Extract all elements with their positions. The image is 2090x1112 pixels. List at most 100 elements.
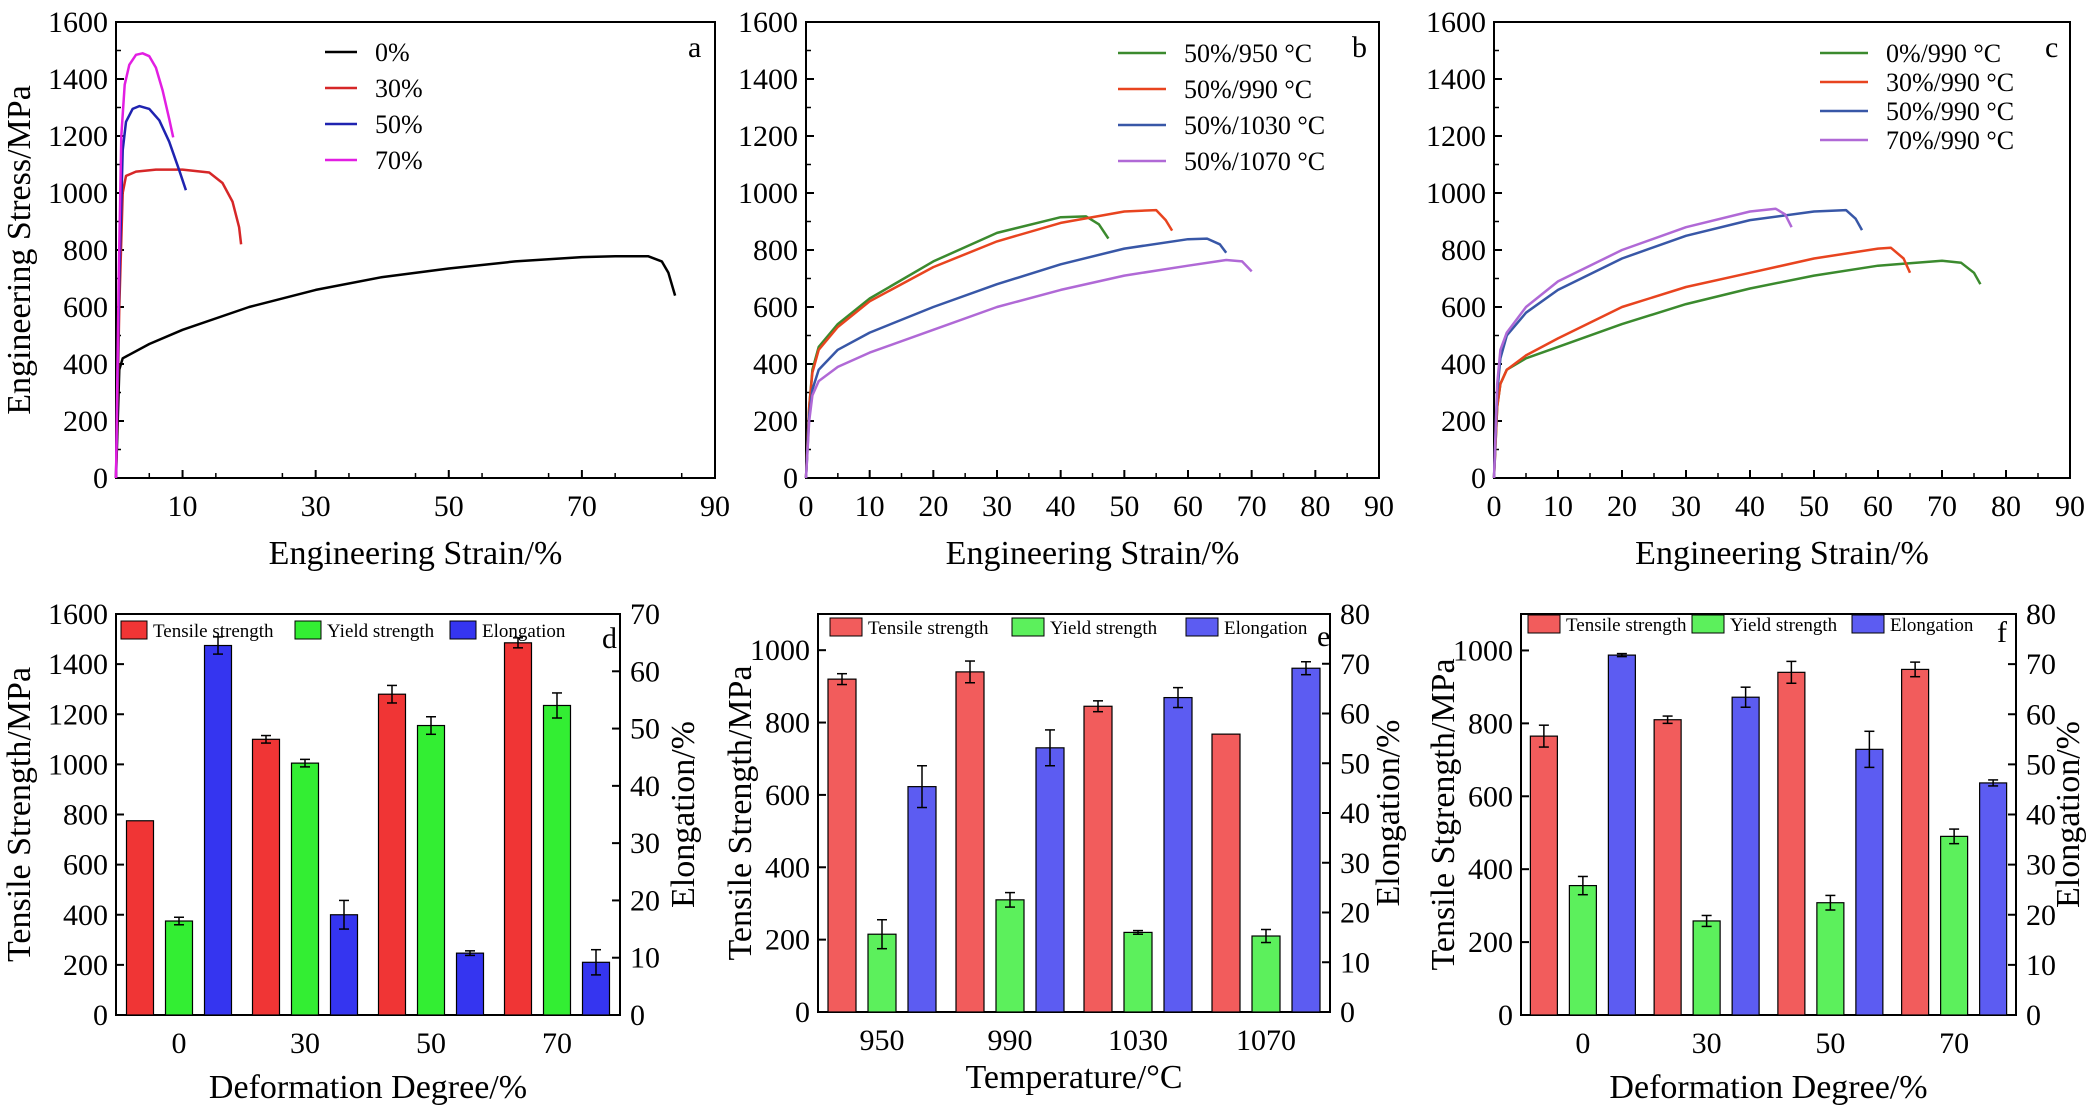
x-tick-label: 1030 (1108, 1024, 1168, 1057)
y-tick-label: 200 (63, 405, 108, 438)
y-tick-label: 400 (1441, 348, 1486, 381)
y-tick-label: 0 (1471, 462, 1486, 495)
x-axis-label: Temperature/°C (965, 1059, 1182, 1096)
x-tick-label: 60 (1863, 490, 1893, 523)
y-tick-label: 200 (1468, 926, 1513, 959)
y2-tick-label: 60 (630, 655, 660, 688)
y-tick-label: 600 (1441, 291, 1486, 324)
bar-e-1-1 (995, 899, 1025, 1013)
x-tick-label: 60 (1173, 490, 1203, 523)
bar-e-0-3 (1211, 733, 1241, 1013)
legend-swatch (829, 617, 863, 637)
y-tick-label: 1600 (48, 598, 108, 631)
x-tick-label: 0 (1487, 490, 1502, 523)
y-tick-label: 600 (63, 849, 108, 882)
legend-swatch (1527, 614, 1561, 634)
bar-f-0-1 (1653, 719, 1682, 1016)
bar-d-1-1 (290, 762, 320, 1016)
y2-axis-label: Elongation/% (665, 721, 702, 908)
y-tick-label: 1200 (1426, 120, 1486, 153)
bar-d-1-2 (416, 724, 446, 1016)
x-tick-label: 950 (860, 1024, 905, 1057)
y2-tick-label: 20 (2026, 899, 2056, 932)
x-tick-label: 70 (1927, 490, 1957, 523)
y2-tick-label: 60 (2026, 698, 2056, 731)
x-axis-label: Deformation Degree/% (209, 1069, 527, 1106)
bar-d-0-3 (503, 642, 533, 1016)
legend-label: 70% (375, 146, 423, 175)
y2-tick-label: 70 (630, 598, 660, 631)
x-tick-label: 990 (988, 1024, 1033, 1057)
x-tick-label: 40 (1046, 490, 1076, 523)
y2-tick-label: 30 (2026, 849, 2056, 882)
series-line-a-3 (114, 52, 175, 479)
bar-f-2-0 (1607, 654, 1636, 1016)
bar-d-0-2 (377, 693, 407, 1016)
legend-swatch (120, 620, 148, 640)
x-tick-label: 30 (982, 490, 1012, 523)
series-line-b-2 (804, 237, 1228, 479)
bar-f-1-1 (1692, 920, 1721, 1016)
series-line-c-0 (1492, 259, 1982, 479)
y-tick-label: 1000 (738, 177, 798, 210)
y2-tick-label: 50 (2026, 748, 2056, 781)
y-tick-label: 1000 (1453, 634, 1513, 667)
bar-f-0-0 (1529, 735, 1558, 1016)
bar-e-0-2 (1083, 705, 1113, 1013)
y-tick-label: 200 (765, 924, 810, 957)
legend-label: 50% (375, 110, 423, 139)
y-tick-label: 600 (765, 779, 810, 812)
legend-label: 70%/990 °C (1886, 126, 2014, 155)
y2-tick-label: 20 (630, 884, 660, 917)
bar-d-1-0 (164, 920, 194, 1016)
bar-f-2-3 (1979, 782, 2008, 1016)
y-tick-label: 0 (783, 462, 798, 495)
series-line-b-3 (804, 258, 1253, 479)
x-tick-label: 0 (799, 490, 814, 523)
y-tick-label: 0 (1498, 999, 1513, 1032)
y-tick-label: 0 (93, 999, 108, 1032)
y2-tick-label: 70 (1340, 648, 1370, 681)
y-tick-label: 1200 (48, 698, 108, 731)
y-tick-label: 1400 (48, 63, 108, 96)
legend-label: 50%/990 °C (1184, 75, 1312, 104)
series-line-a-0 (114, 255, 677, 479)
legend-label: 0% (375, 38, 410, 67)
y-tick-label: 800 (753, 234, 798, 267)
y-tick-label: 800 (63, 799, 108, 832)
y-tick-label: 400 (63, 348, 108, 381)
bar-e-1-2 (1123, 931, 1153, 1013)
chart-panel-b: 0 200 400 600 800 1000 1200 1400 1600 0 10 20 30 40 50… (738, 6, 1394, 572)
legend-label: Elongation (1890, 615, 1974, 636)
x-tick-label: 20 (918, 490, 948, 523)
y-axis-label: Engineering Stress/MPa (1, 85, 38, 415)
bar-d-2-2 (455, 952, 485, 1016)
y-tick-label: 1600 (1426, 6, 1486, 39)
legend-label: 30% (375, 74, 423, 103)
legend-label: 0%/990 °C (1886, 39, 2001, 68)
legend-label: 50%/950 °C (1184, 39, 1312, 68)
bar-f-1-0 (1568, 884, 1597, 1016)
y2-tick-label: 40 (1340, 797, 1370, 830)
y-tick-label: 800 (1441, 234, 1486, 267)
legend-swatch (1185, 617, 1219, 637)
x-tick-label: 10 (855, 490, 885, 523)
x-tick-label: 70 (542, 1027, 572, 1060)
x-axis-label: Deformation Degree/% (1609, 1069, 1927, 1106)
y-tick-label: 1400 (48, 648, 108, 681)
x-tick-label: 10 (168, 490, 198, 523)
y2-tick-label: 0 (630, 999, 645, 1032)
y-tick-label: 400 (63, 899, 108, 932)
y-tick-label: 0 (795, 996, 810, 1029)
x-tick-label: 70 (1237, 490, 1267, 523)
y-tick-label: 200 (1441, 405, 1486, 438)
y-axis-label: Tensile Stgrength/MPa (1425, 658, 1462, 970)
chart-panel-d: 0200400600800100012001400160001020304050… (1, 598, 702, 1106)
y-tick-label: 1000 (48, 177, 108, 210)
series-line-a-2 (114, 104, 188, 479)
bar-d-0-1 (251, 738, 281, 1016)
x-tick-label: 80 (1300, 490, 1330, 523)
y-tick-label: 400 (765, 851, 810, 884)
y2-tick-label: 40 (2026, 799, 2056, 832)
legend-label: Elongation (1224, 618, 1308, 639)
